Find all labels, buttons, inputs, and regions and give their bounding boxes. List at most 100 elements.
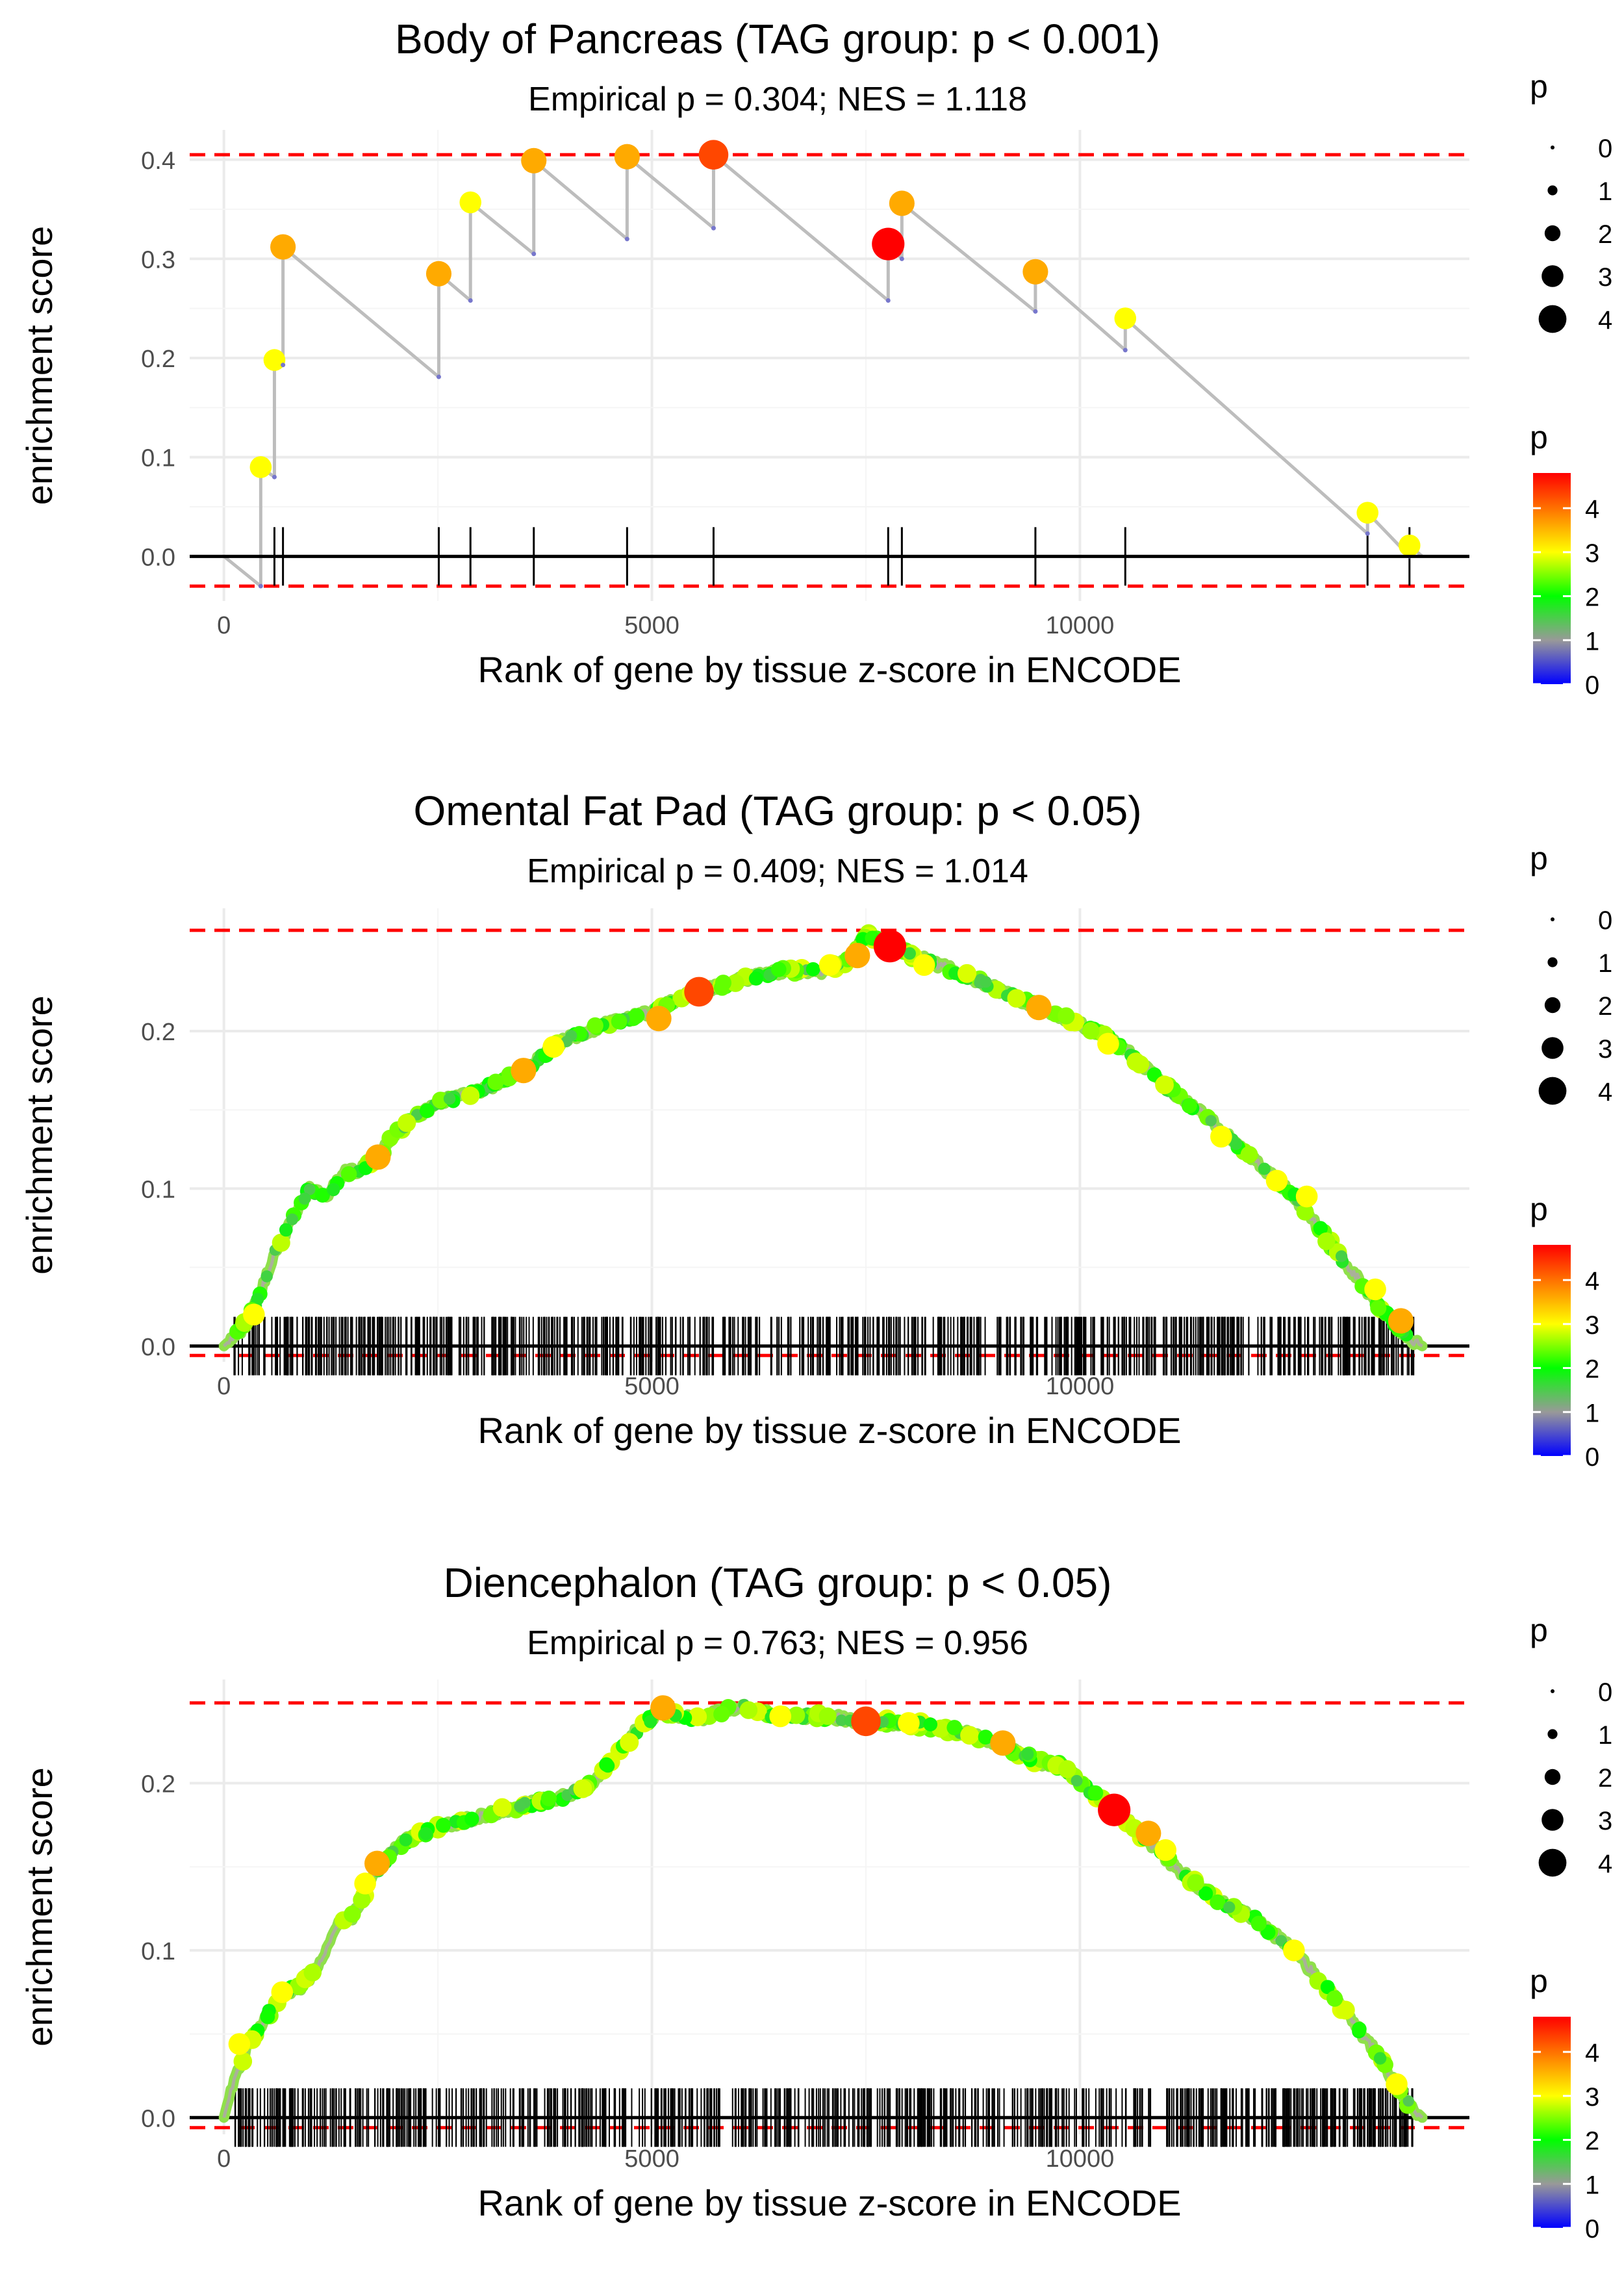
chart-subtitle: Empirical p = 0.304; NES = 1.118: [528, 81, 1027, 118]
hit-point: [228, 2033, 251, 2055]
legend: p 0 1 2 3 4 p 0 1 2 3 4: [1530, 840, 1612, 1472]
curve-point: [946, 1720, 963, 1735]
size-legend-dot: [1547, 185, 1558, 196]
curve-point: [492, 1798, 512, 1817]
color-legend-label: 4: [1585, 495, 1599, 524]
walk-low-point: [899, 256, 904, 261]
x-axis-label: Rank of gene by tissue z-score in ENCODE: [477, 2182, 1181, 2223]
curve-point: [461, 1086, 480, 1105]
size-legend-dot: [1547, 957, 1558, 967]
color-legend-label: 3: [1585, 539, 1599, 568]
hit-point: [271, 1981, 294, 2004]
curve-point: [340, 1166, 357, 1182]
color-legend-title: p: [1530, 1191, 1548, 1227]
hit-point: [898, 1712, 920, 1734]
curve-point: [514, 1800, 526, 1813]
hit-point: [1210, 1125, 1232, 1148]
curve-points: [229, 924, 1414, 1342]
hit-point: [889, 190, 915, 216]
walk-low-point: [624, 236, 629, 242]
walk-low-point: [1033, 309, 1038, 314]
size-legend-dot: [1551, 146, 1554, 149]
color-legend-label: 1: [1585, 2171, 1599, 2199]
curve-point: [573, 1779, 592, 1798]
curve-point: [1082, 1022, 1100, 1040]
chart-subtitle: Empirical p = 0.763; NES = 0.956: [527, 1624, 1028, 1662]
curve-point: [715, 975, 731, 991]
walk-low-point: [272, 474, 277, 479]
hit-point: [1386, 2073, 1408, 2095]
curve-point: [713, 1706, 730, 1722]
size-legend-title: p: [1530, 68, 1548, 105]
size-legend-dot: [1544, 1769, 1561, 1785]
x-tick-label: 5000: [624, 2145, 679, 2173]
hit-point: [873, 930, 906, 963]
curve-point: [286, 1213, 298, 1225]
hit-point: [249, 456, 272, 478]
curve-point: [279, 1223, 293, 1237]
curve-point: [818, 1707, 837, 1725]
y-tick-label: 0.2: [141, 1771, 175, 1798]
y-tick-label: 0.2: [141, 346, 175, 373]
hit-point: [1388, 1308, 1414, 1334]
y-tick-label: 0.0: [141, 1334, 175, 1361]
hit-point: [243, 1303, 265, 1326]
size-legend-title: p: [1530, 840, 1548, 876]
hit-point: [614, 144, 640, 170]
y-tick-label: 0.1: [141, 1938, 175, 1965]
curve-point: [835, 1714, 848, 1726]
x-tick-label: 10000: [1046, 1373, 1115, 1400]
x-tick-label: 10000: [1046, 2145, 1115, 2173]
size-legend-label: 3: [1598, 263, 1612, 292]
color-legend-label: 0: [1585, 2215, 1599, 2243]
y-tick-label: 0.1: [141, 1176, 175, 1203]
curve-point: [327, 1182, 340, 1197]
y-tick-label: 0.3: [141, 246, 175, 274]
curve-point: [1182, 1097, 1197, 1114]
curve-points: [233, 1698, 1416, 2114]
size-legend-label: 0: [1598, 134, 1612, 163]
curve-point: [739, 1701, 758, 1719]
curve-point: [303, 1183, 316, 1195]
gridlines: [190, 130, 1469, 601]
color-legend-label: 2: [1585, 1355, 1599, 1384]
color-legend-label: 0: [1585, 1443, 1599, 1472]
curve-point: [1071, 1774, 1083, 1787]
curve-point: [1087, 1785, 1104, 1801]
y-tick-label: 0.2: [141, 1019, 175, 1046]
color-legend-label: 2: [1585, 2127, 1599, 2156]
curve-point: [903, 947, 916, 960]
color-legend-label: 2: [1585, 583, 1599, 612]
hit-point: [1136, 1820, 1161, 1846]
size-legend-dot: [1544, 225, 1561, 242]
hit-point: [684, 977, 714, 1007]
color-legend-title: p: [1530, 1963, 1548, 1999]
curve-point: [726, 974, 744, 992]
curve-point: [435, 1817, 451, 1833]
hit-point: [913, 954, 935, 977]
chart-title: Diencephalon (TAG group: p < 0.05): [444, 1559, 1112, 1606]
size-legend-title: p: [1530, 1612, 1548, 1648]
hit-point: [270, 234, 296, 260]
walk-low-point: [1123, 348, 1128, 353]
hit-point: [263, 349, 286, 371]
curve-point: [923, 1717, 938, 1731]
x-axis-label: Rank of gene by tissue z-score in ENCODE: [477, 1410, 1181, 1451]
curve-point: [1258, 1162, 1271, 1175]
curve-point: [587, 1017, 603, 1034]
curve-point: [1223, 1901, 1236, 1913]
curve-point: [599, 1757, 614, 1772]
size-legend-dot: [1538, 1848, 1567, 1877]
hit-point: [1114, 307, 1137, 329]
curve-point: [1007, 989, 1026, 1008]
size-legend-dot: [1544, 997, 1561, 1014]
y-tick-label: 0.0: [141, 544, 175, 571]
size-legend-dot: [1542, 1037, 1564, 1059]
walk-low-point: [711, 225, 716, 231]
hit-point: [1356, 502, 1378, 524]
hit-point: [425, 261, 452, 287]
color-legend-title: p: [1530, 419, 1548, 455]
curve-point: [1187, 1874, 1204, 1891]
hit-point: [364, 1850, 390, 1876]
